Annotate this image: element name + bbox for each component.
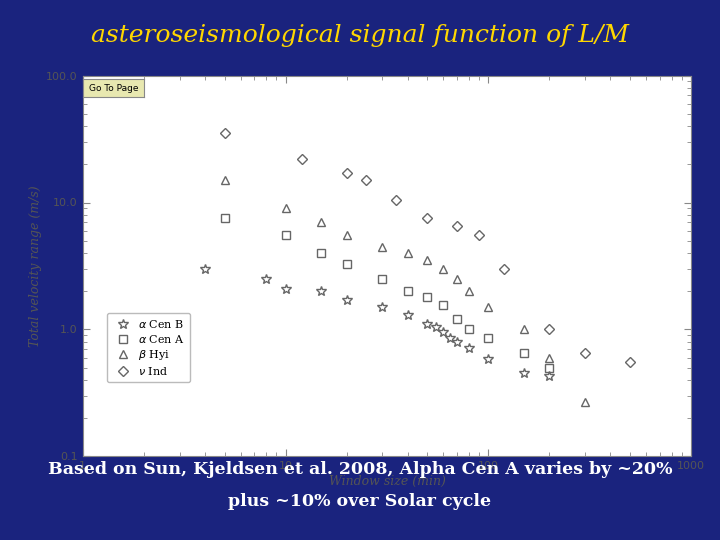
Text: Go To Page: Go To Page [89,84,138,93]
Text: asteroseismological signal function of L/M: asteroseismological signal function of L… [91,24,629,48]
Text: plus ~10% over Solar cycle: plus ~10% over Solar cycle [228,494,492,510]
Legend: $\alpha$ Cen B, $\alpha$ Cen A, $\beta$ Hyi, $\nu$ Ind: $\alpha$ Cen B, $\alpha$ Cen A, $\beta$ … [107,313,190,382]
Y-axis label: Total velocity range (m/s): Total velocity range (m/s) [29,185,42,347]
Text: Based on Sun, Kjeldsen et al. 2008, Alpha Cen A varies by ~20%: Based on Sun, Kjeldsen et al. 2008, Alph… [48,461,672,478]
X-axis label: Window size (min): Window size (min) [328,475,446,488]
